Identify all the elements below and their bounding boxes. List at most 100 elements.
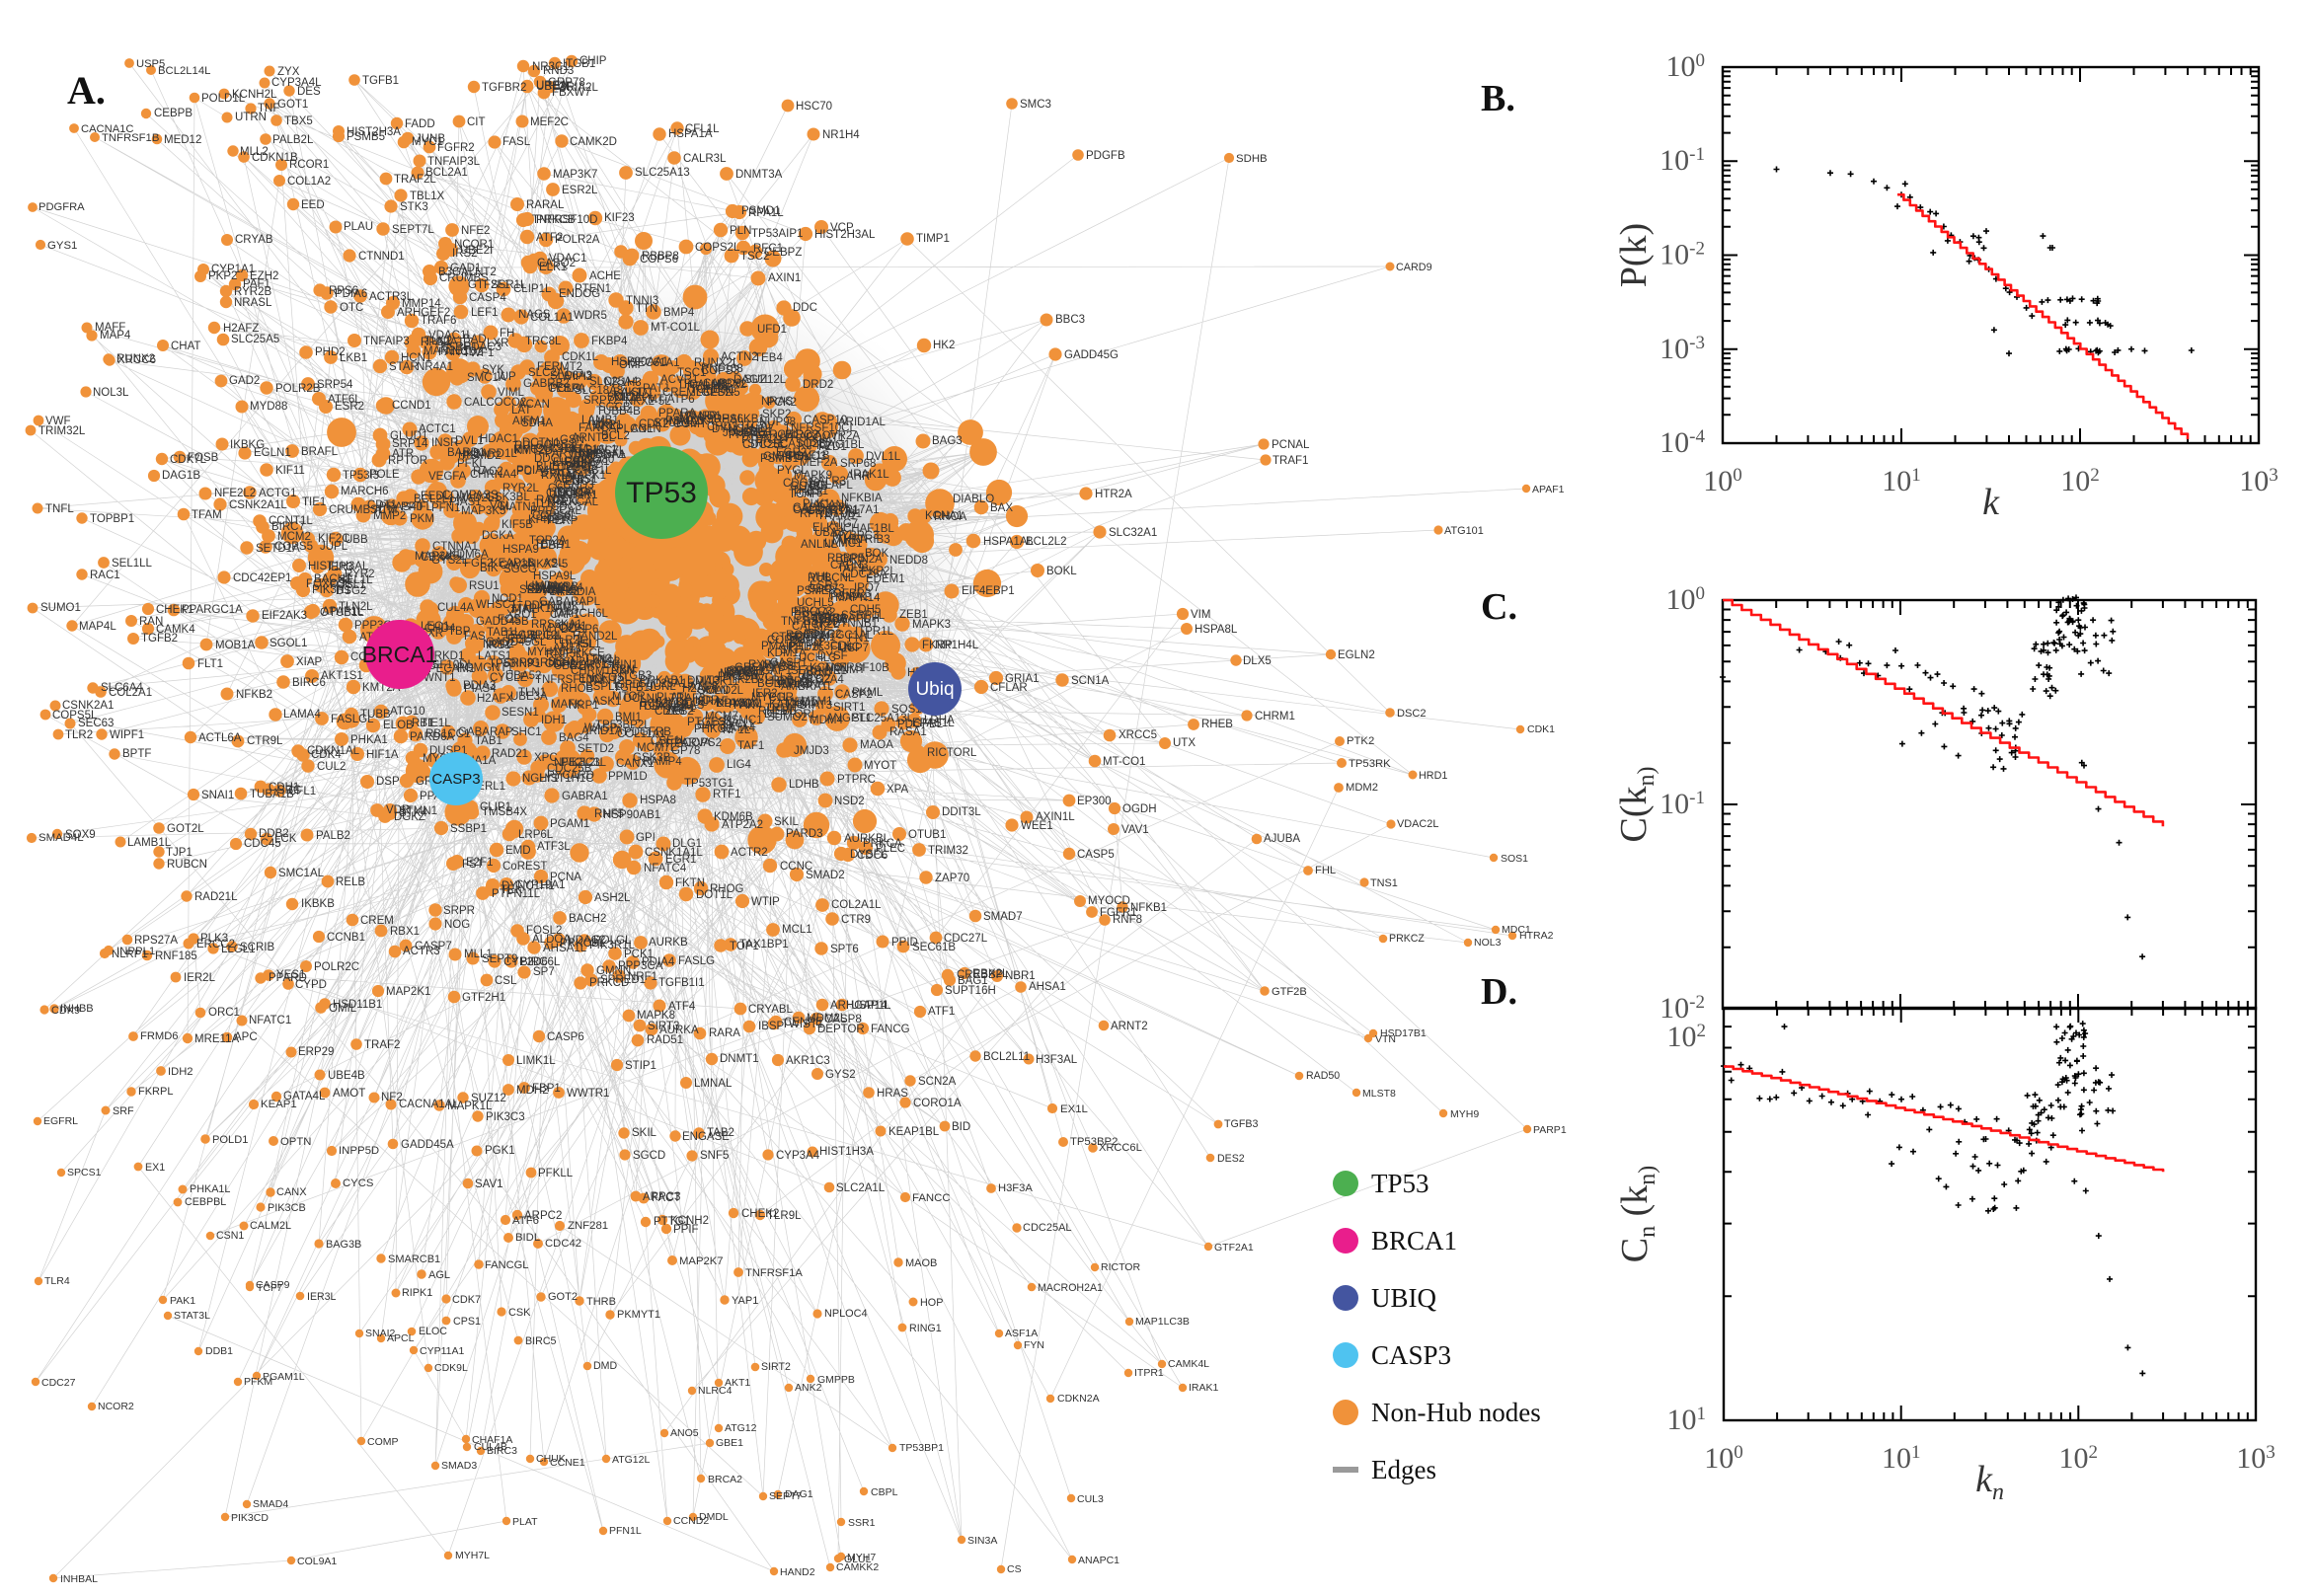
svg-text:TLN1: TLN1 [518, 687, 546, 699]
svg-text:TP53: TP53 [626, 477, 697, 509]
svg-text:OCLNL: OCLNL [623, 693, 661, 705]
svg-text:FHL: FHL [1315, 865, 1336, 876]
svg-text:CUL2: CUL2 [317, 761, 346, 773]
svg-text:CTNND1: CTNND1 [358, 251, 405, 263]
svg-text:ATF3L: ATF3L [537, 841, 571, 853]
svg-text:XPA: XPA [887, 784, 908, 796]
svg-text:COPS5L: COPS5L [52, 710, 98, 722]
svg-text:DNMT1: DNMT1 [720, 1053, 759, 1065]
svg-text:BMP4: BMP4 [663, 307, 695, 319]
svg-text:SMAD4L: SMAD4L [39, 832, 84, 844]
svg-text:STAT3L: STAT3L [174, 1310, 210, 1322]
svg-text:SLC25A5: SLC25A5 [231, 334, 279, 345]
svg-text:PPP3CAL: PPP3CAL [530, 505, 581, 517]
svg-text:FOSL: FOSL [601, 672, 632, 684]
svg-text:ASH2L: ASH2L [594, 892, 631, 904]
svg-text:APAF1L: APAF1L [322, 606, 364, 618]
svg-text:CHAF1BL: CHAF1BL [843, 523, 894, 535]
svg-text:PTTG1: PTTG1 [654, 1216, 690, 1228]
svg-text:CHRM1: CHRM1 [1255, 711, 1295, 722]
svg-text:EPAS1L: EPAS1L [912, 718, 955, 729]
svg-text:NRP1: NRP1 [569, 700, 599, 712]
svg-text:SKIL: SKIL [632, 1127, 657, 1139]
svg-text:SRP14: SRP14 [392, 438, 428, 450]
svg-text:TRIM32L: TRIM32L [39, 425, 86, 437]
svg-text:CARD9: CARD9 [1396, 262, 1432, 273]
svg-text:HIF1A: HIF1A [366, 749, 399, 761]
svg-text:HCN1: HCN1 [401, 352, 431, 364]
svg-text:POLD1L: POLD1L [201, 93, 246, 105]
svg-text:CYP3A4L: CYP3A4L [271, 77, 322, 89]
svg-text:GRIN2A: GRIN2A [840, 554, 883, 566]
svg-text:AKR1C3: AKR1C3 [786, 1055, 830, 1067]
svg-text:PIK3CD: PIK3CD [231, 1512, 269, 1524]
svg-text:CDK7L: CDK7L [170, 454, 207, 466]
svg-text:MRE11A: MRE11A [194, 1033, 239, 1045]
svg-text:SIRT3: SIRT3 [648, 1021, 679, 1032]
svg-text:FRMD6: FRMD6 [140, 1030, 179, 1042]
svg-text:BCL2L14L: BCL2L14L [158, 65, 210, 77]
svg-text:IER2L: IER2L [184, 972, 216, 984]
svg-text:ORC1: ORC1 [208, 1007, 240, 1019]
svg-text:FKTN: FKTN [675, 877, 705, 889]
svg-text:TRAF2: TRAF2 [364, 1039, 400, 1051]
svg-text:GABARAPL: GABARAPL [539, 596, 601, 608]
svg-text:SMAD7: SMAD7 [983, 911, 1023, 923]
svg-text:ANLNL: ANLNL [801, 539, 838, 551]
svg-text:BRCA2: BRCA2 [708, 1474, 742, 1485]
svg-text:SGOL1: SGOL1 [270, 638, 307, 649]
svg-text:LEF1: LEF1 [471, 307, 499, 319]
svg-text:TAB1L: TAB1L [487, 627, 521, 639]
svg-text:PCNAL: PCNAL [1272, 439, 1310, 451]
svg-text:SLC6A3: SLC6A3 [550, 370, 592, 382]
svg-text:CUL4A: CUL4A [437, 602, 474, 614]
svg-text:GPS2L: GPS2L [544, 439, 581, 451]
svg-text:SSBP1: SSBP1 [450, 823, 487, 835]
svg-text:CTR9L: CTR9L [247, 735, 283, 747]
svg-text:TP53TG1: TP53TG1 [684, 778, 733, 790]
svg-text:JMJD3: JMJD3 [794, 745, 829, 757]
svg-text:ESR2L: ESR2L [562, 185, 598, 196]
svg-text:VTN: VTN [1375, 1033, 1396, 1045]
svg-text:CRYABL: CRYABL [748, 1004, 794, 1016]
svg-text:Edges: Edges [1371, 1455, 1436, 1484]
svg-text:TLR4: TLR4 [44, 1275, 70, 1287]
svg-text:SPCS1: SPCS1 [67, 1167, 102, 1178]
svg-text:TNFL: TNFL [45, 503, 74, 515]
svg-text:TIE1: TIE1 [302, 496, 326, 508]
svg-text:RUBCNL: RUBCNL [808, 572, 855, 584]
svg-text:HTR2A: HTR2A [1095, 489, 1132, 500]
svg-text:CASP3: CASP3 [431, 771, 480, 788]
svg-text:SETD2: SETD2 [578, 743, 614, 755]
svg-text:FOXO3L: FOXO3L [306, 578, 351, 590]
svg-text:RAD21L: RAD21L [194, 891, 238, 903]
svg-text:VIML: VIML [498, 387, 524, 399]
svg-text:TNFRSF1B: TNFRSF1B [102, 132, 159, 144]
svg-text:NRF1: NRF1 [628, 971, 657, 983]
svg-text:EED: EED [301, 199, 325, 211]
svg-text:BIRC7L: BIRC7L [585, 445, 626, 457]
svg-text:RPS27A: RPS27A [134, 935, 178, 947]
svg-text:HIST1H3A: HIST1H3A [819, 1146, 874, 1158]
svg-text:RICTOR: RICTOR [1101, 1261, 1140, 1273]
svg-text:CYCS: CYCS [343, 1178, 374, 1189]
svg-text:RPA1L: RPA1L [748, 207, 784, 219]
svg-text:MARCH6: MARCH6 [341, 486, 389, 497]
svg-text:CDC27: CDC27 [41, 1377, 76, 1389]
svg-text:SLC25A13L: SLC25A13L [852, 713, 914, 724]
svg-text:SIN3A: SIN3A [967, 1535, 997, 1547]
svg-text:DLX5L: DLX5L [561, 639, 596, 650]
svg-text:FYN: FYN [1024, 1339, 1044, 1351]
svg-text:TP53BP2L: TP53BP2L [595, 720, 651, 731]
svg-text:TRC8L: TRC8L [525, 336, 562, 347]
svg-text:ACTR2: ACTR2 [731, 847, 768, 859]
svg-text:FADD: FADD [405, 118, 435, 130]
svg-text:H3F3A: H3F3A [998, 1182, 1033, 1194]
svg-text:DDB2: DDB2 [259, 828, 289, 840]
svg-text:POLR2B: POLR2B [275, 383, 321, 395]
svg-text:AGL: AGL [428, 1269, 450, 1281]
svg-text:DVL1L: DVL1L [866, 451, 901, 463]
svg-text:RUNX2L: RUNX2L [694, 357, 739, 369]
svg-text:CASP3: CASP3 [1371, 1340, 1451, 1370]
svg-text:RAMP4: RAMP4 [643, 756, 682, 768]
